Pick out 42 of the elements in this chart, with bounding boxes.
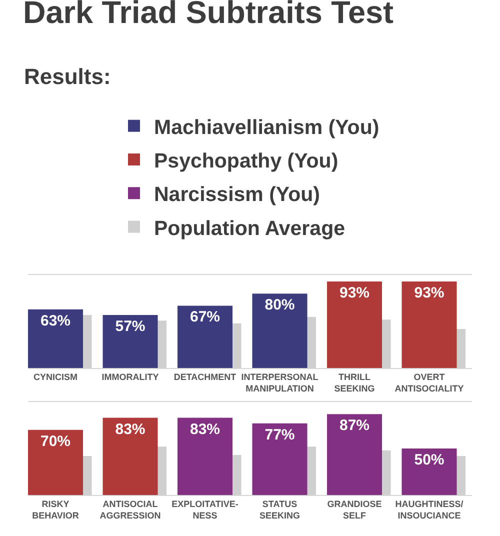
x-tick-label: ANTISOCIAL AGGRESSION bbox=[100, 498, 161, 520]
bar bbox=[177, 418, 233, 495]
bar bbox=[402, 448, 457, 495]
x-tick-label: OVERT ANTISOCIALITY bbox=[394, 372, 464, 394]
x-tick-label: DETACHMENT bbox=[174, 372, 237, 382]
bar bbox=[326, 282, 382, 368]
bar bbox=[402, 282, 457, 368]
legend-label: Machiavellianism (You) bbox=[154, 116, 380, 139]
chart-subtitle: Results: bbox=[24, 64, 111, 89]
data-label: 70% bbox=[40, 432, 71, 450]
x-tick-label: STATUS SEEKING bbox=[259, 498, 300, 520]
data-label: 83% bbox=[115, 420, 146, 438]
bar bbox=[28, 430, 84, 495]
data-label: 87% bbox=[339, 417, 370, 434]
bar bbox=[252, 423, 308, 495]
data-label: 67% bbox=[190, 308, 220, 326]
data-label: 93% bbox=[339, 284, 370, 302]
x-tick-label: RISKY BEHAVIOR bbox=[32, 498, 80, 520]
bar bbox=[102, 418, 158, 495]
data-label: 57% bbox=[115, 318, 146, 335]
x-tick-label: INTERPERSONAL MANIPULATION bbox=[241, 372, 319, 394]
x-tick-label: EXPLOITATIVE- NESS bbox=[172, 498, 238, 520]
data-label: 50% bbox=[414, 452, 444, 468]
x-tick-label: IMMORALITY bbox=[102, 372, 159, 382]
x-tick-label: HAUGHTINESS/ INSOUCIANCE bbox=[395, 498, 464, 520]
legend-label: Narcissism (You) bbox=[154, 183, 320, 206]
legend-label: Population Average bbox=[154, 216, 345, 240]
data-label: 77% bbox=[264, 426, 295, 444]
legend-label: Psychopathy (You) bbox=[154, 149, 338, 172]
data-label: 63% bbox=[40, 312, 71, 330]
data-label: 83% bbox=[190, 420, 220, 438]
bar bbox=[28, 309, 84, 368]
x-tick-label: GRANDIOSE SELF bbox=[327, 498, 382, 520]
bar bbox=[252, 294, 308, 368]
data-label: 80% bbox=[264, 296, 295, 314]
x-tick-label: THRILL SEEKING bbox=[334, 372, 375, 394]
data-label: 93% bbox=[414, 284, 444, 302]
bar bbox=[177, 306, 233, 368]
bar bbox=[102, 314, 158, 368]
x-tick-label: CYNICISM bbox=[34, 372, 78, 382]
chart-title: Dark Triad Subtraits Test bbox=[23, 0, 394, 30]
bar bbox=[326, 414, 382, 495]
